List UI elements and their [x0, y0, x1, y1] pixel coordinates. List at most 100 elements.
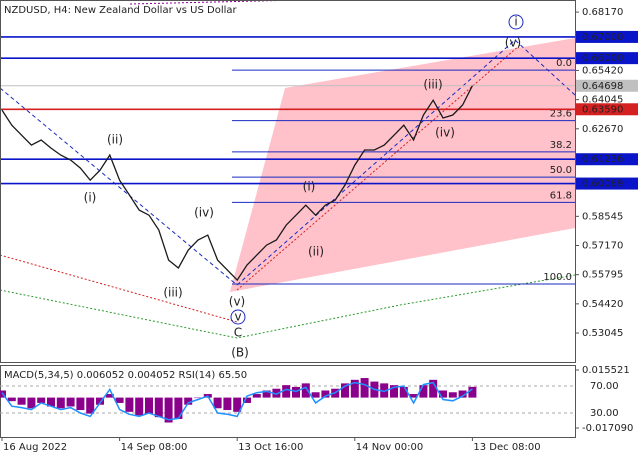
wave-label: (ii)	[308, 245, 324, 259]
level-box	[576, 177, 638, 190]
fib-label: 100.0	[543, 272, 572, 283]
level-label: 0.67000	[582, 32, 623, 43]
y-tick-label: 0.015521	[582, 365, 630, 376]
rsi-line	[1, 381, 473, 421]
macd-bar	[311, 392, 320, 398]
macd-bar	[448, 392, 457, 398]
y-tick-label: -0.017090	[582, 423, 633, 434]
macd-bar	[429, 379, 438, 398]
macd-bar	[399, 386, 408, 398]
macd-bar	[243, 397, 251, 403]
level-box	[576, 103, 638, 116]
wave-label: (v)	[505, 36, 521, 50]
level-box	[576, 30, 638, 43]
wave-label: (B)	[231, 346, 249, 360]
wave-label: (ii)	[107, 133, 123, 147]
macd-bar	[292, 386, 300, 398]
level-label: 0.66000	[582, 53, 623, 64]
macd-bar	[301, 383, 310, 398]
plot-layer: 0.0 23.6 38.2 50.0 61.8 100.0	[0, 36, 575, 285]
macd-bar	[135, 397, 144, 416]
price-box	[576, 79, 638, 92]
wave-label: (i)	[303, 180, 316, 194]
macd-bar	[223, 397, 232, 411]
macd-bar	[252, 394, 261, 398]
fib-label: 0.0	[556, 58, 572, 69]
x-tick-label: 16 Aug 2022	[3, 442, 67, 453]
y2-tick-label: 70.00	[590, 381, 619, 392]
x-tick-label: 13 Dec 08:00	[473, 442, 540, 453]
macd-bar	[409, 394, 418, 398]
macd-bar	[66, 397, 75, 407]
x-tick-label: 14 Sep 08:00	[121, 442, 188, 453]
indicator-title: MACD(5,34,5) 0.006052 0.004052 RSI(14) 6…	[4, 370, 247, 381]
x-tick-label: 13 Oct 16:00	[238, 442, 303, 453]
price-label: 0.64698	[582, 81, 623, 92]
wave-label: (i)	[84, 191, 97, 205]
level-box	[576, 153, 638, 166]
macd-bar	[458, 390, 467, 398]
macd-bar	[360, 378, 369, 398]
wave-circle	[508, 14, 524, 30]
level-box	[576, 52, 638, 65]
wave-label: (iv)	[194, 206, 214, 220]
y-tick-label: 0.57170	[582, 241, 623, 252]
fib-label: 61.8	[550, 190, 572, 201]
macd-bar	[174, 397, 183, 419]
macd-bar	[282, 385, 291, 398]
x-tick-label: 14 Nov 00:00	[356, 442, 423, 453]
macd-bar	[115, 397, 124, 403]
macd-bar	[154, 397, 163, 418]
macd-bar	[233, 397, 242, 412]
macd-bar	[184, 397, 193, 405]
macd-bar	[96, 397, 104, 405]
wave-label: (iv)	[435, 126, 455, 140]
macd-bar	[56, 397, 65, 409]
macd-bar	[350, 379, 359, 398]
chart-title: NZDUSD, H4: New Zealand Dollar vs US Dol…	[4, 5, 238, 16]
y-tick-label: 0.55795	[582, 270, 623, 281]
macd-bar	[390, 385, 398, 398]
trend-dash	[0, 254, 238, 323]
macd-bar	[37, 397, 46, 403]
macd-bar	[125, 397, 134, 412]
macd-bar	[76, 397, 85, 411]
macd-bar	[164, 397, 173, 423]
macd-bar	[262, 390, 271, 398]
y-tick-label: 0.62670	[582, 124, 623, 135]
fib-label: 50.0	[550, 165, 572, 176]
macd-bar	[439, 390, 447, 398]
trend-dash	[0, 87, 238, 286]
macd-bar	[341, 383, 349, 398]
macd-bar	[419, 385, 428, 398]
main-frame	[0, 0, 576, 363]
wave-label: (v)	[229, 295, 245, 309]
y-tick-label: 0.54420	[582, 299, 623, 310]
y-tick-label: 0.58545	[582, 211, 623, 222]
wave-label: (iii)	[423, 78, 442, 92]
wave-label: v	[234, 310, 241, 324]
fib-label: 38.2	[550, 140, 572, 151]
macd-bar	[7, 397, 16, 402]
trend-dash	[0, 274, 576, 339]
macd-bar	[213, 397, 222, 409]
level-label: 0.61236	[582, 154, 623, 165]
y-tick-label: 0.68170	[582, 7, 623, 18]
y-tick-label: 0.64045	[582, 95, 623, 106]
channel	[230, 38, 575, 292]
y-tick-label: 0.65420	[582, 65, 623, 76]
level-label: 0.60089	[582, 179, 623, 190]
macd-bar	[105, 394, 114, 398]
macd-bar	[47, 397, 55, 407]
price-line-series	[1, 85, 473, 282]
macd-bar	[17, 397, 26, 405]
wave-label: i	[514, 15, 517, 29]
macd-bar	[272, 388, 281, 398]
wave-label: (iii)	[163, 286, 182, 300]
macd-bar	[194, 397, 202, 399]
macd-bar	[468, 386, 477, 398]
y2-tick-label: 30.00	[590, 408, 619, 419]
level-label: 0.63590	[582, 104, 623, 115]
